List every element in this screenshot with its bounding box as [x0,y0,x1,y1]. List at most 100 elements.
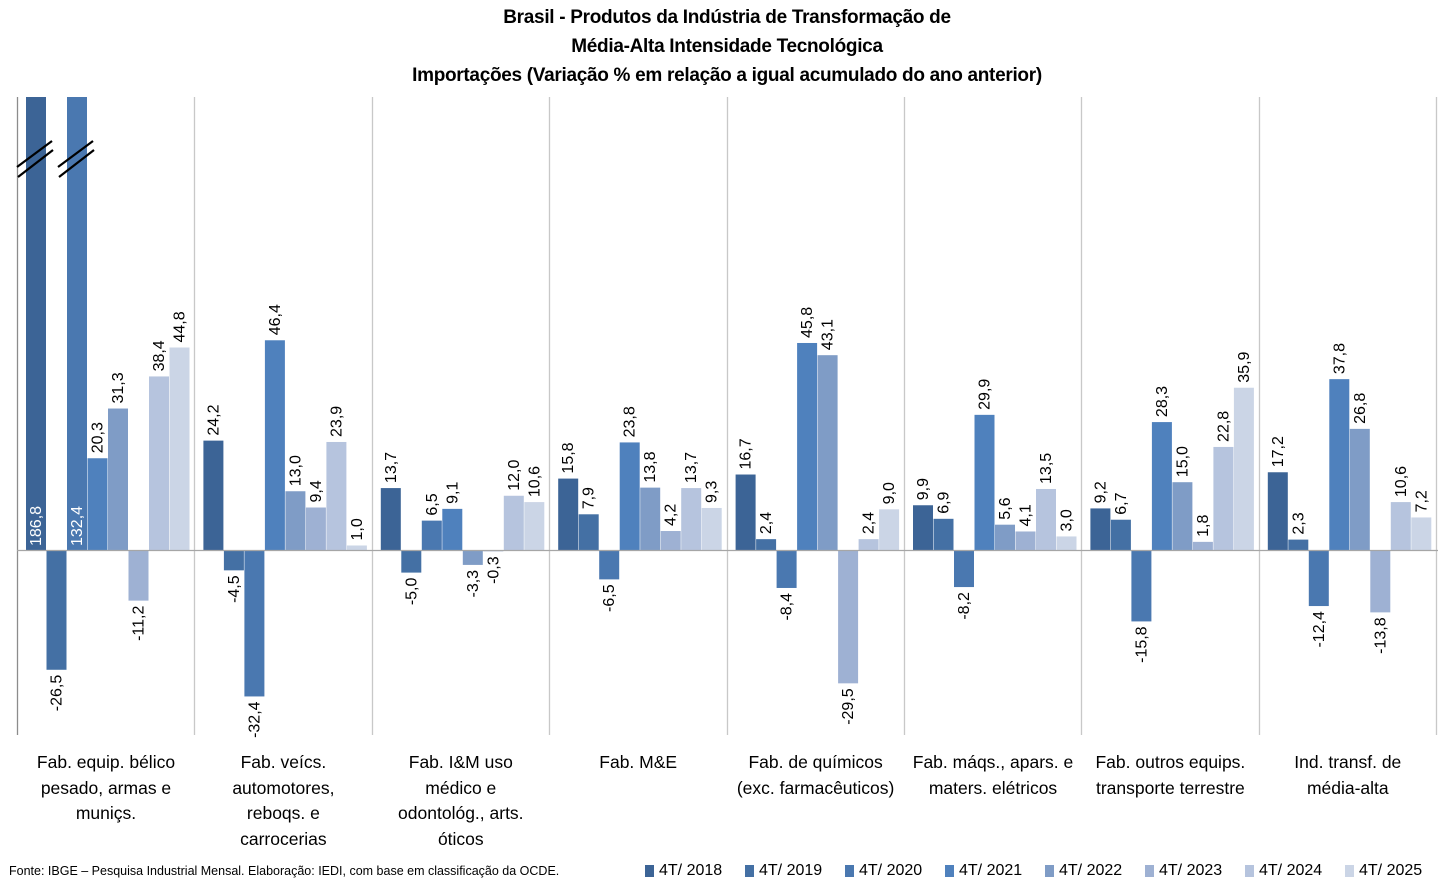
bar [264,340,285,550]
category-label: Fab. veícs. automotores, reboqs. e carrocer… [195,750,371,852]
data-label: 7,9 [581,487,598,509]
data-label: 9,0 [881,482,898,504]
bar [974,414,995,550]
data-label: -12,4 [1311,611,1328,648]
category-label-line: média-alta [1306,777,1389,798]
bar [67,97,87,550]
data-label: 16,7 [738,438,755,469]
legend-item: 4T/ 2021 [945,862,1045,880]
bar [797,342,818,550]
bar [46,550,67,670]
legend-swatch [1245,865,1254,877]
data-label: 15,0 [1174,446,1191,477]
data-label: 35,9 [1236,351,1253,382]
bar [558,478,579,550]
axis-break-mark [16,140,53,168]
legend-item: 4T/ 2023 [1145,862,1245,880]
data-label: 38,4 [151,340,168,371]
category-label: Ind. transf. de média-alta [1260,750,1436,801]
bar [524,502,545,550]
legend-swatch [645,865,654,877]
category-label-line: Fab. máqs., apars. e [912,752,1074,772]
axis-break-mark [17,149,54,178]
data-label: 12,0 [506,460,523,491]
data-label: -5,0 [403,578,420,606]
category-label-line: maters. elétricos [928,777,1058,798]
bar [1370,550,1391,613]
bar [401,550,422,573]
legend-swatch [945,865,954,877]
category-label-line: Fab. equip. bélico [36,752,176,772]
data-label: 7,2 [1413,490,1430,512]
bar [735,474,756,550]
legend-label: 4T/ 2022 [1059,862,1123,879]
category-label-line: odontológ., arts. [398,803,524,823]
bar [169,347,190,550]
data-label: -26,5 [49,675,66,712]
source-note: Fonte: IBGE – Pesquisa Industrial Mensal… [9,864,560,878]
bar [1267,472,1288,550]
bar [1036,488,1056,550]
chart-title: Brasil - Produtos da Indústria de Transf… [503,7,951,28]
data-label: 28,3 [1154,386,1171,417]
data-label: -3,3 [465,570,482,598]
bar [1213,446,1234,550]
data-label: 5,6 [997,497,1014,519]
bar [1131,550,1152,622]
category-label: Fab. M&E [550,750,726,776]
category-label-line: Ind. transf. de [1294,752,1402,772]
category-label-line: muniçs. [75,803,137,823]
data-label: 13,7 [683,452,700,483]
data-label: -11,2 [131,606,148,641]
data-label: 4,2 [663,504,680,526]
chart-subtitle: Média-Alta Intensidade Tecnológica [571,36,883,57]
category-label-line: pesado, armas e [40,777,172,798]
bar [87,458,108,550]
category-label-line: reboqs. e [246,803,320,823]
legend-label: 4T/ 2019 [759,862,823,879]
bar [640,487,661,550]
data-label: 2,4 [758,512,775,534]
legend-swatch [1045,865,1054,877]
category-label: Fab. outros equips. transporte terrestre [1082,750,1258,801]
data-label: 46,4 [267,304,284,335]
bar [305,507,326,550]
bar [838,550,859,684]
bar [1015,531,1036,550]
bar [421,520,442,550]
bar [203,440,224,550]
bar [1411,517,1432,550]
data-label: -8,4 [779,593,796,621]
data-label: 37,8 [1331,343,1348,374]
category-label-line: automotores, [232,777,335,798]
data-label: 3,0 [1059,509,1076,531]
data-label: 31,3 [110,372,127,403]
legend-item: 4T/ 2019 [745,862,845,880]
data-label: 22,8 [1215,411,1232,442]
category-label: Fab. máqs., apars. e maters. elétricos [905,750,1081,801]
category-label-line: Fab. I&M uso [408,752,513,772]
data-label: 45,8 [799,307,816,338]
bar [776,550,797,588]
category-label-line: Fab. outros equips. [1095,752,1246,772]
bar [858,539,879,550]
data-label: 9,9 [915,478,932,500]
bar [223,550,244,571]
bar [1390,502,1411,550]
category-label-line: Fab. M&E [599,752,678,772]
bar [660,531,681,550]
bar [954,550,974,588]
bar [578,514,599,550]
bar [913,505,933,550]
data-label: -32,4 [246,701,263,738]
bar [1110,519,1131,550]
legend-label: 4T/ 2025 [1359,862,1423,879]
legend-item: 4T/ 2018 [645,862,745,880]
data-label: 13,8 [642,451,659,482]
data-label: -0,3 [485,556,502,584]
category-label: Fab. I&M uso médico e odontológ., arts. óti… [373,750,549,852]
legend-swatch [845,865,854,877]
bar [619,442,640,550]
bar [128,550,149,601]
